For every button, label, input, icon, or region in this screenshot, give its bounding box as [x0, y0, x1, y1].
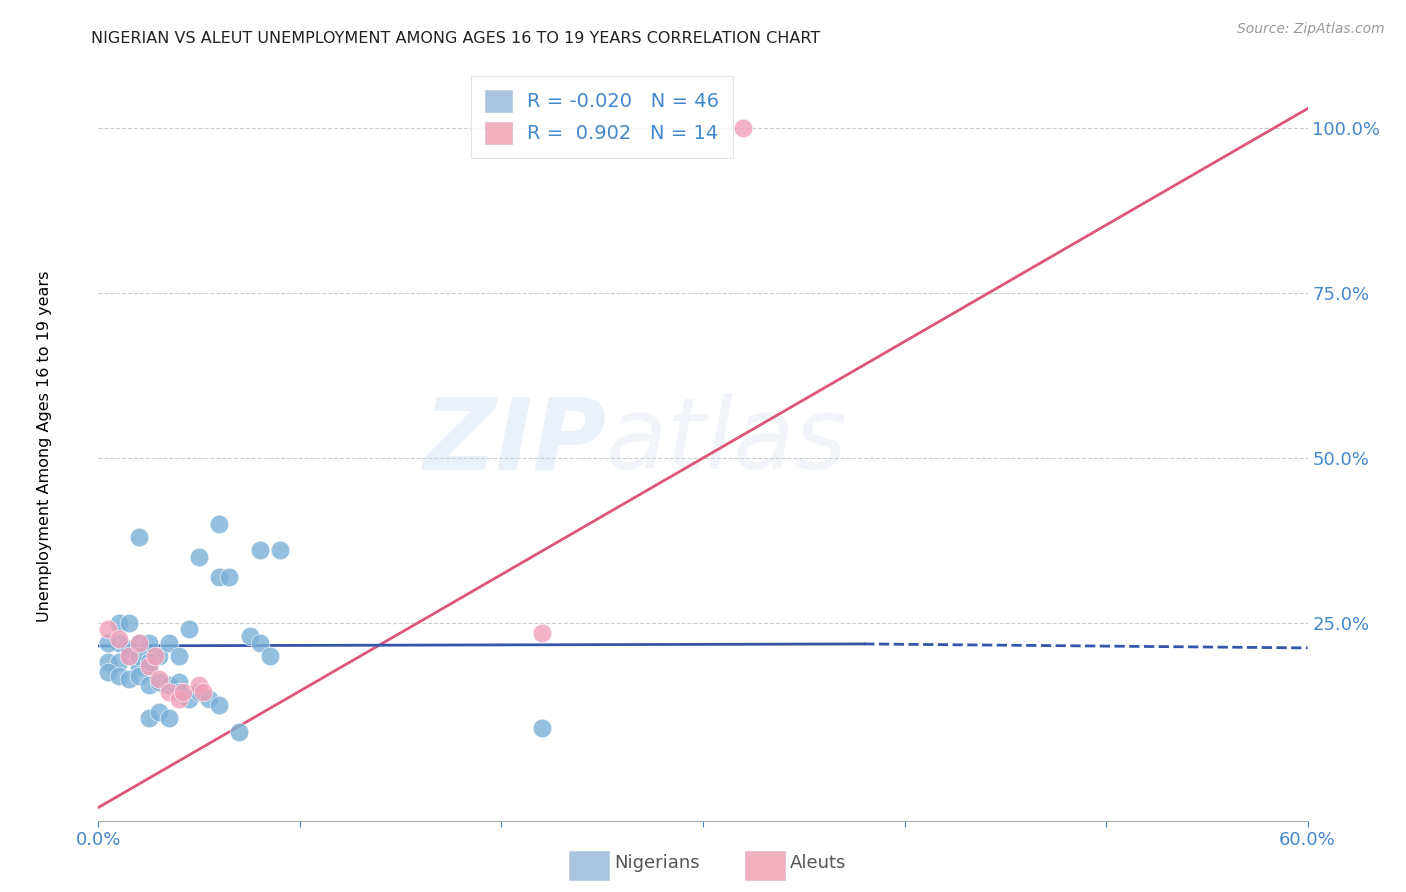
Point — [97, 665, 120, 680]
Point — [138, 658, 160, 673]
Point — [188, 678, 211, 692]
Text: NIGERIAN VS ALEUT UNEMPLOYMENT AMONG AGES 16 TO 19 YEARS CORRELATION CHART: NIGERIAN VS ALEUT UNEMPLOYMENT AMONG AGE… — [91, 31, 821, 46]
Point — [97, 635, 120, 649]
Point — [530, 722, 553, 736]
Point — [148, 705, 170, 719]
Point — [269, 543, 291, 558]
Point — [167, 648, 190, 663]
Point — [179, 623, 201, 637]
Text: Unemployment Among Ages 16 to 19 years: Unemployment Among Ages 16 to 19 years — [38, 270, 52, 622]
Point — [218, 570, 240, 584]
Point — [118, 672, 141, 686]
Point — [107, 635, 129, 649]
Point — [107, 656, 129, 670]
Text: ZIP: ZIP — [423, 393, 606, 490]
Point — [128, 658, 150, 673]
Point — [167, 685, 190, 699]
Point — [148, 648, 170, 663]
Point — [208, 516, 231, 531]
Point — [128, 530, 150, 544]
Point — [128, 648, 150, 663]
Point — [138, 656, 160, 670]
Point — [208, 698, 231, 713]
Point — [118, 642, 141, 657]
Point — [188, 549, 211, 564]
Point — [107, 668, 129, 682]
Point — [167, 691, 190, 706]
Point — [259, 648, 281, 663]
Point — [138, 678, 160, 692]
Text: Nigerians: Nigerians — [614, 855, 700, 872]
Legend: R = -0.020   N = 46, R =  0.902   N = 14: R = -0.020 N = 46, R = 0.902 N = 14 — [471, 76, 733, 158]
Point — [157, 678, 180, 692]
Point — [249, 635, 271, 649]
Point — [138, 711, 160, 725]
Point — [128, 635, 150, 649]
Point — [97, 623, 120, 637]
Point — [208, 570, 231, 584]
Point — [148, 672, 170, 686]
Point — [228, 724, 250, 739]
Point — [193, 685, 215, 699]
Point — [167, 675, 190, 690]
Point — [188, 685, 211, 699]
Point — [530, 625, 553, 640]
Text: Source: ZipAtlas.com: Source: ZipAtlas.com — [1237, 22, 1385, 37]
Point — [143, 648, 166, 663]
Point — [148, 675, 170, 690]
Point — [128, 668, 150, 682]
Point — [249, 543, 271, 558]
Point — [107, 632, 129, 647]
Point — [733, 121, 755, 136]
Point — [179, 691, 201, 706]
Text: Aleuts: Aleuts — [790, 855, 846, 872]
Point — [118, 648, 141, 663]
Text: atlas: atlas — [606, 393, 848, 490]
Point — [97, 656, 120, 670]
Point — [157, 635, 180, 649]
Point — [239, 629, 262, 643]
Point — [138, 635, 160, 649]
Point — [157, 685, 180, 699]
Point — [118, 615, 141, 630]
Point — [172, 685, 194, 699]
Point — [198, 691, 221, 706]
Point — [128, 635, 150, 649]
Point — [107, 615, 129, 630]
Point — [118, 648, 141, 663]
Point — [138, 658, 160, 673]
Point — [157, 711, 180, 725]
